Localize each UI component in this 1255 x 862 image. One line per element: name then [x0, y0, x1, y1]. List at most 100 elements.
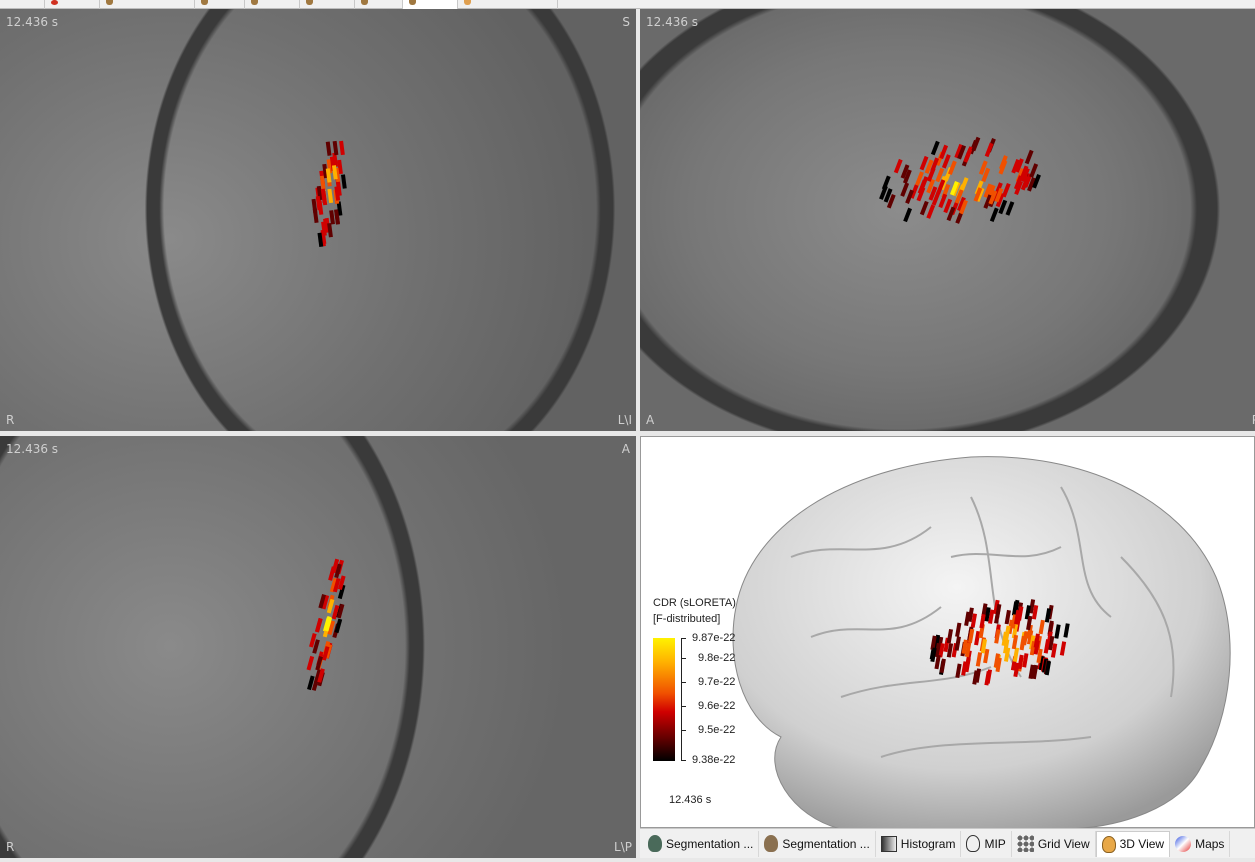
dipole-arrow [322, 163, 329, 179]
dipole-arrow [954, 636, 961, 651]
dipole-arrow [312, 639, 320, 654]
dipole-arrow [1007, 619, 1014, 635]
dipole-arrow [930, 157, 940, 172]
dipole-arrow [946, 628, 954, 644]
dipole-arrow [337, 575, 346, 590]
head-3d-icon [1101, 835, 1116, 853]
colorbar-title-line1: CDR (sLORETA) [653, 597, 736, 609]
dipole-arrow [983, 194, 993, 209]
tab-3d-view[interactable]: 3D View [1095, 830, 1171, 857]
top-tab[interactable] [355, 0, 403, 9]
axial-view[interactable]: 12.436 s A R L\P [0, 436, 636, 858]
dipole-arrow [979, 613, 986, 629]
dipole-arrow [1004, 609, 1011, 625]
dipole-arrow [988, 609, 995, 624]
dipole-arrow [909, 184, 919, 199]
dipole-arrow [1050, 643, 1058, 658]
top-tab-active[interactable] [403, 0, 458, 9]
tab-segmentation-1[interactable]: Segmentation ... [643, 830, 760, 857]
dipole-arrow [974, 668, 982, 683]
3d-view[interactable]: CDR (sLORETA) [F-distributed] 9.87e-22 9.… [640, 436, 1255, 829]
sagittal-view[interactable]: 12.436 s A P [640, 9, 1255, 431]
dipole-arrow [1003, 647, 1011, 662]
record-icon [51, 0, 58, 5]
orientation-left: R [6, 840, 15, 854]
dipole-arrow [926, 178, 936, 194]
histogram-icon [880, 835, 897, 852]
tab-label: Segmentation ... [782, 836, 870, 851]
dipole-arrow [1027, 177, 1036, 192]
tab-label: Grid View [1037, 836, 1090, 851]
dipole-arrow [931, 191, 941, 206]
dipole-arrow [334, 618, 343, 634]
sphere-icon [1175, 835, 1192, 852]
head-icon [361, 0, 368, 5]
tab-mip[interactable]: MIP [961, 830, 1012, 857]
dipole-arrow [1029, 640, 1037, 656]
top-tab[interactable] [245, 0, 300, 9]
head-icon [106, 0, 113, 5]
dipole-arrow [984, 607, 991, 622]
dipole-arrow [336, 603, 345, 619]
dipole-arrow [1019, 165, 1029, 180]
tab-grid-view[interactable]: Grid View [1012, 830, 1096, 857]
coronal-view[interactable]: 12.436 s S R L\I [0, 9, 636, 431]
dipole-arrow [993, 182, 1003, 197]
dipole-arrow [946, 206, 956, 222]
dipole-arrow [1044, 608, 1052, 623]
dipole-arrow [919, 200, 929, 216]
dipole-arrow [1017, 654, 1024, 670]
dipole-arrow [324, 644, 333, 659]
dipole-arrow [954, 189, 964, 204]
dipole-arrow [1033, 633, 1040, 648]
dipole-arrow [983, 648, 990, 664]
dipole-arrow [994, 187, 1004, 203]
dipole-arrow [961, 639, 968, 654]
top-tab[interactable] [45, 0, 100, 9]
colorbar-tick: 9.8e-22 [698, 652, 736, 664]
dipole-arrow [984, 671, 991, 686]
dipole-arrow [967, 607, 974, 622]
dipole-arrow [939, 144, 949, 160]
dipole-arrow [1013, 662, 1020, 678]
dipole-arrow [1022, 653, 1029, 668]
dipole-arrow [339, 140, 345, 156]
dipole-arrow [332, 140, 339, 156]
dipole-arrow [309, 632, 317, 648]
dipole-arrow [317, 232, 324, 248]
top-tab[interactable] [100, 0, 195, 9]
dipole-arrow [1024, 149, 1034, 165]
time-label: 12.436 s [6, 15, 59, 29]
dipole-arrow [1063, 623, 1070, 638]
dipole-arrow [317, 668, 325, 683]
dipole-arrow [994, 629, 1001, 644]
dipole-arrow [340, 174, 347, 189]
head-icon [464, 0, 471, 5]
dipole-arrow [1028, 599, 1036, 614]
dipole-arrow [955, 663, 962, 679]
top-tab[interactable] [0, 0, 45, 9]
top-tab[interactable] [195, 0, 245, 9]
tab-segmentation-2[interactable]: Segmentation ... [759, 830, 876, 857]
top-tab[interactable] [300, 0, 355, 9]
head-outline-icon [966, 835, 981, 852]
mri-slice [0, 436, 636, 858]
dipole-arrow [337, 584, 346, 600]
grid-icon [1016, 835, 1034, 852]
dipole-arrow [928, 186, 938, 201]
dipole-arrow [959, 199, 968, 215]
dipole-arrow [938, 193, 948, 209]
dipole-arrow [893, 158, 903, 174]
view-tab-strip [0, 0, 1255, 9]
tab-histogram[interactable]: Histogram [876, 830, 962, 857]
top-tab[interactable] [458, 0, 558, 9]
tab-label: Segmentation ... [666, 836, 754, 851]
dipole-arrows [879, 136, 1041, 224]
tab-maps[interactable]: Maps [1170, 830, 1231, 857]
dipole-arrow [941, 154, 951, 169]
dipole-arrow [1031, 664, 1039, 680]
dipole-arrow [1014, 180, 1023, 196]
tab-label: 3D View [1119, 837, 1165, 851]
dipole-arrow [334, 210, 340, 225]
dipole-arrow [930, 635, 937, 651]
